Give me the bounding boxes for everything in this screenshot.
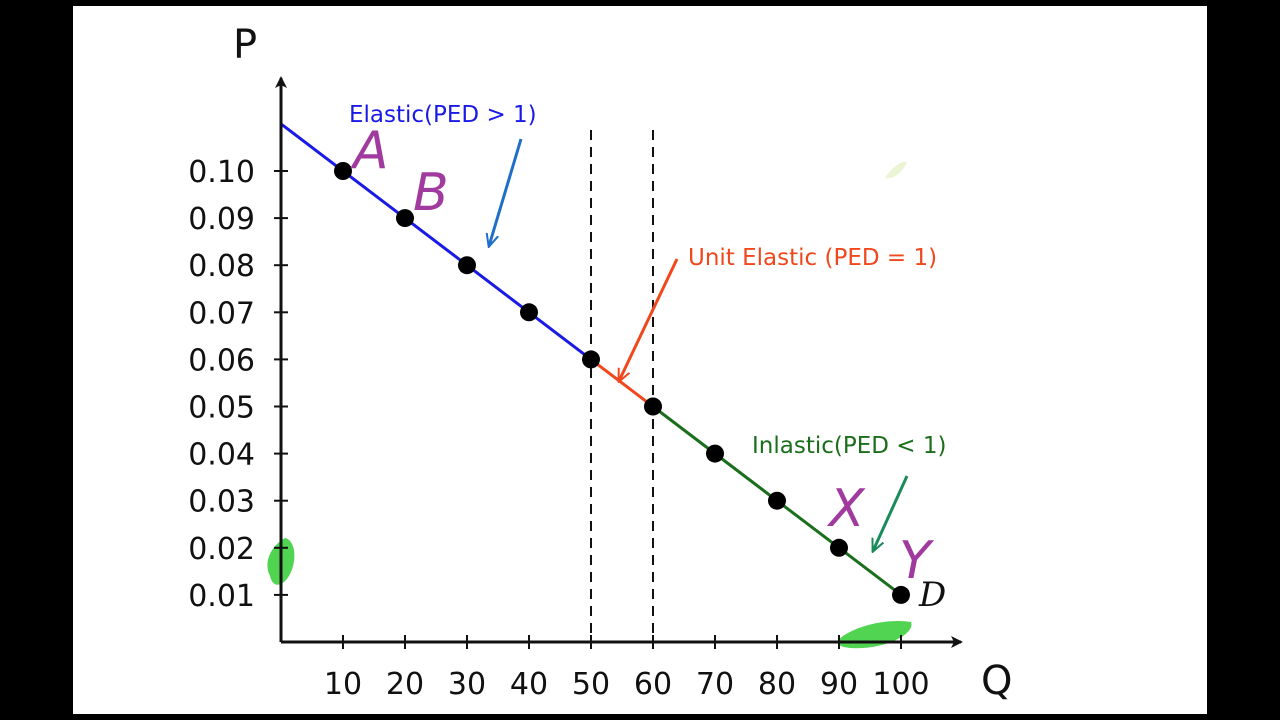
y-tick-label: 0.04 (188, 438, 255, 473)
inelastic-arrow (873, 475, 909, 551)
y-tick-label: 0.07 (188, 296, 255, 331)
data-point-q90 (830, 538, 848, 557)
highlight-mark-faint (885, 161, 907, 179)
data-points (334, 162, 910, 604)
elastic-annotation: Elastic(PED > 1) (349, 102, 537, 128)
y-axis-label: P (233, 22, 257, 68)
data-point-q70 (706, 444, 724, 463)
demand-chart: 10 20 30 40 50 60 70 80 90 100 0.01 0.02 0.03 0.04 0.0… (188, 22, 1012, 704)
y-tick-label: 0.05 (188, 391, 255, 426)
data-point-q20 (396, 209, 414, 228)
data-point-q100 (892, 585, 910, 604)
y-tick-label: 0.10 (188, 155, 255, 190)
x-tick-label: 100 (872, 667, 929, 702)
curve-label: D (918, 575, 946, 615)
unit-elastic-arrow (619, 258, 679, 381)
slide: 10 20 30 40 50 60 70 80 90 100 0.01 0.02 0.03 0.04 0.0… (73, 6, 1207, 714)
data-point-q10 (334, 162, 352, 180)
y-tick-label: 0.08 (188, 249, 255, 284)
handwritten-label-y: Y (899, 531, 935, 591)
x-tick-label: 60 (634, 667, 672, 702)
curve-segment-2 (590, 358, 654, 408)
y-tick-label: 0.06 (188, 343, 255, 378)
x-tick-label: 80 (758, 667, 796, 702)
data-point-q40 (520, 303, 538, 322)
data-point-q80 (768, 491, 786, 510)
x-tick-label: 30 (448, 667, 486, 702)
data-point-q50 (582, 350, 600, 369)
y-tick-label: 0.02 (188, 532, 255, 567)
y-tick-label: 0.03 (188, 485, 255, 520)
unit-elastic-annotation: Unit Elastic (PED = 1) (688, 245, 937, 271)
data-point-q30 (458, 256, 476, 275)
handwritten-label-x: X (826, 479, 866, 539)
tick-labels: 10 20 30 40 50 60 70 80 90 100 0.01 0.02 0.03 0.04 0.0… (188, 155, 929, 702)
y-tick-label: 0.01 (188, 579, 255, 614)
reference-lines (590, 130, 654, 642)
inelastic-annotation: Inlastic(PED < 1) (752, 433, 946, 459)
x-axis-label: Q (981, 658, 1012, 704)
elastic-arrow (489, 138, 523, 246)
x-tick-label: 20 (386, 667, 424, 702)
data-point-q60 (644, 397, 662, 416)
x-tick-label: 50 (572, 667, 610, 702)
curve-segment-1 (280, 122, 592, 361)
x-tick-label: 70 (696, 667, 734, 702)
handwritten-label-b: B (413, 163, 449, 223)
x-tick-label: 40 (510, 667, 548, 702)
x-tick-label: 90 (820, 667, 858, 702)
x-tick-label: 10 (324, 667, 362, 702)
axis-ticks (274, 170, 902, 649)
y-tick-label: 0.09 (188, 202, 255, 237)
handwritten-label-a: A (350, 121, 389, 181)
